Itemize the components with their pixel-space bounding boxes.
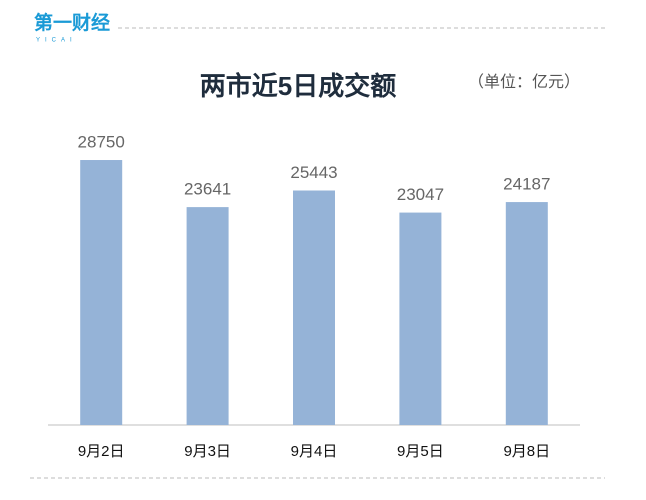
value-label: 25443 bbox=[290, 163, 337, 182]
value-label: 23047 bbox=[397, 185, 444, 204]
bar bbox=[399, 212, 442, 425]
value-label: 28750 bbox=[78, 133, 125, 152]
logo-sub: YICAI bbox=[36, 38, 77, 44]
x-tick-label: 9月4日 bbox=[291, 443, 338, 460]
bar bbox=[505, 202, 548, 425]
x-tick-label: 9月2日 bbox=[78, 443, 125, 460]
chart-title: 两市近5日成交额 bbox=[200, 71, 396, 101]
x-tick-label: 9月5日 bbox=[397, 443, 444, 460]
bar bbox=[80, 160, 123, 426]
value-label: 24187 bbox=[503, 175, 550, 194]
logo: 第一财经 bbox=[34, 11, 110, 34]
x-tick-label: 9月3日 bbox=[184, 443, 231, 460]
value-label: 23641 bbox=[184, 180, 231, 199]
bar bbox=[293, 190, 335, 425]
bar bbox=[186, 207, 229, 425]
x-tick-label: 9月8日 bbox=[503, 443, 550, 460]
unit-label: （单位：亿元） bbox=[468, 73, 580, 91]
